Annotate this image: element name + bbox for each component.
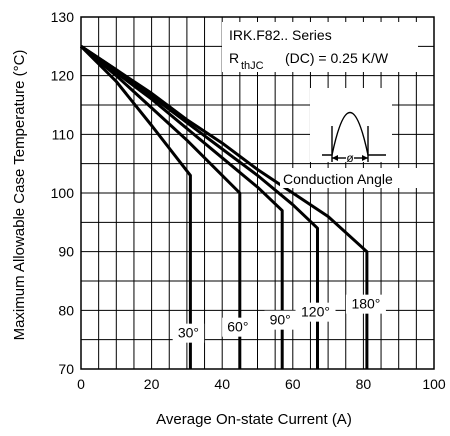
y-tick-label: 90 xyxy=(58,244,74,260)
curve-180deg xyxy=(80,45,369,369)
rthjc-subscript: thJC xyxy=(241,60,264,72)
x-tick-label: 0 xyxy=(77,376,85,392)
y-tick-label: 120 xyxy=(51,68,75,84)
x-tick-label: 60 xyxy=(285,376,301,392)
y-tick-label: 100 xyxy=(51,185,75,201)
curve-label-background xyxy=(264,310,296,330)
curve-30deg xyxy=(79,45,192,369)
x-tick-label: 80 xyxy=(356,376,372,392)
inset-background xyxy=(310,88,392,162)
curve-90deg xyxy=(80,45,284,369)
curve-label-background xyxy=(222,317,254,337)
x-tick-label: 40 xyxy=(214,376,230,392)
curve-60deg xyxy=(80,45,242,369)
phi-symbol: ø xyxy=(346,151,354,165)
annotation-background xyxy=(222,22,418,72)
x-tick-label: 100 xyxy=(422,376,446,392)
curve-label-background xyxy=(295,302,336,322)
conduction-angle-label: Conduction Angle xyxy=(283,171,393,187)
series-title: IRK.F82.. Series xyxy=(229,27,332,43)
curve-label: 60° xyxy=(227,319,248,335)
y-tick-label: 70 xyxy=(58,361,74,377)
curve-label-background xyxy=(172,323,205,343)
y-tick-label: 80 xyxy=(58,302,74,318)
conduction-angle-background xyxy=(280,168,422,188)
curve-label: 180° xyxy=(351,296,380,312)
y-tick-labels: 70 80 90 100 110 120 130 xyxy=(51,9,75,377)
curve-label-background xyxy=(345,294,386,314)
rthjc-value: (DC) = 0.25 K/W xyxy=(285,50,389,66)
y-tick-label: 130 xyxy=(51,9,75,25)
curves xyxy=(79,45,369,369)
x-tick-label: 20 xyxy=(144,376,160,392)
y-axis-label: Maximum Allowable Case Temperature (°C) xyxy=(11,50,28,341)
curve-label: 30° xyxy=(178,325,199,341)
conduction-angle-waveform-icon xyxy=(322,111,386,162)
y-tick-label: 110 xyxy=(52,126,75,142)
rthjc-r: R xyxy=(229,50,239,66)
curve-label: 120° xyxy=(301,304,330,320)
curve-label: 90° xyxy=(270,312,291,328)
x-axis-label: Average On-state Current (A) xyxy=(156,411,352,428)
curve-labels: 30° 60° 90° 120° 180° xyxy=(172,294,386,343)
plot-frame xyxy=(80,16,435,370)
x-tick-labels: 0 20 40 60 80 100 xyxy=(77,376,446,392)
